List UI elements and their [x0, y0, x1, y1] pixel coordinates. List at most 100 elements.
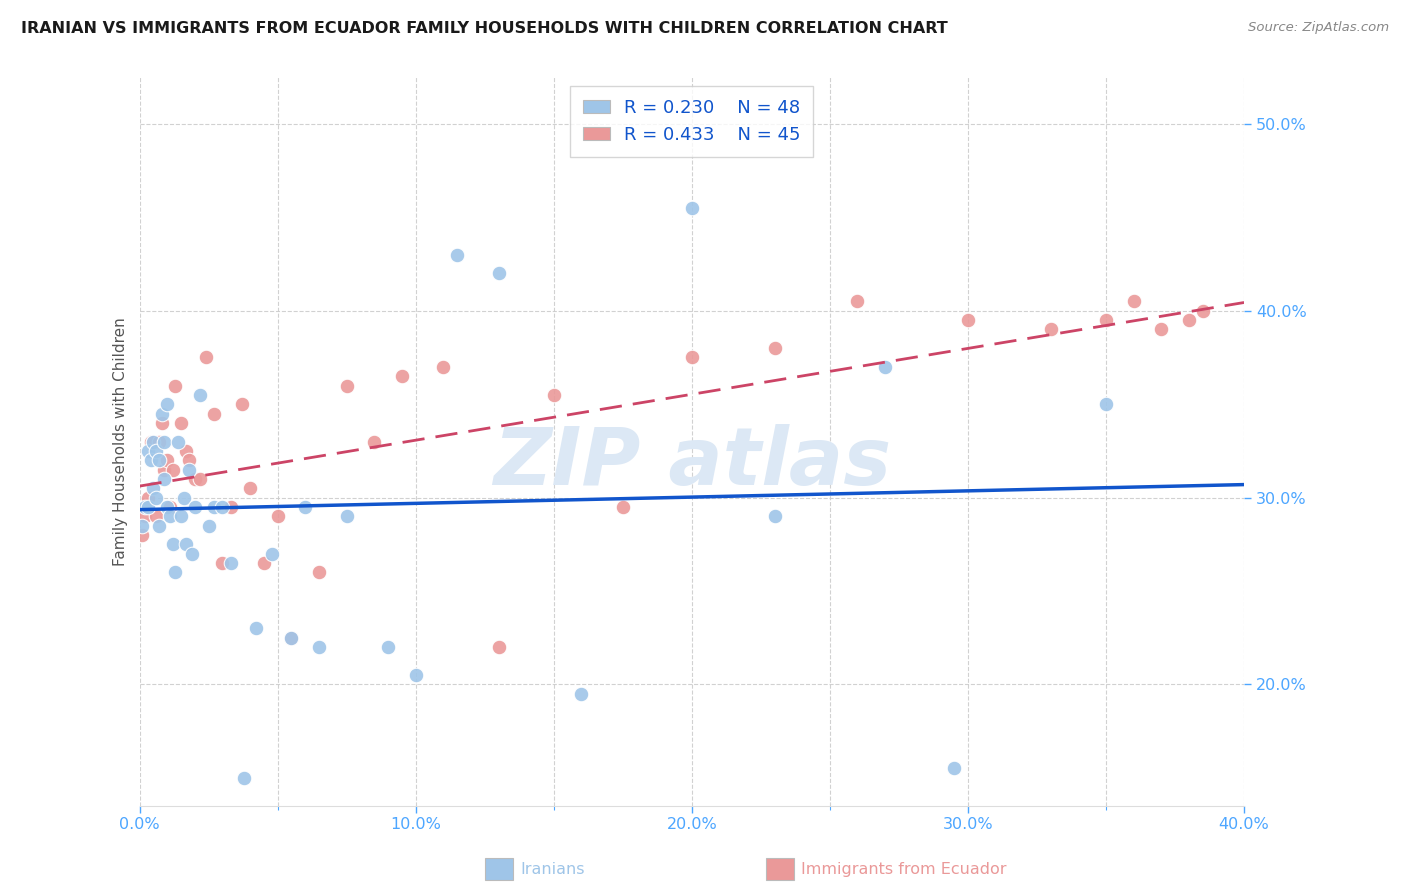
- Point: [142, 481, 165, 495]
- Point: [543, 388, 565, 402]
- Point: [219, 500, 242, 514]
- Point: [170, 509, 193, 524]
- Point: [763, 341, 786, 355]
- Point: [763, 509, 786, 524]
- Text: Iranians: Iranians: [520, 863, 585, 877]
- Point: [167, 434, 190, 449]
- Point: [148, 434, 170, 449]
- Point: [681, 201, 703, 215]
- Point: [1039, 322, 1062, 336]
- Point: [266, 509, 288, 524]
- Point: [159, 509, 181, 524]
- Text: Immigrants from Ecuador: Immigrants from Ecuador: [801, 863, 1007, 877]
- Point: [136, 443, 159, 458]
- Point: [153, 472, 176, 486]
- Point: [165, 378, 187, 392]
- Point: [1178, 313, 1201, 327]
- Point: [181, 547, 204, 561]
- Point: [405, 668, 427, 682]
- Point: [280, 631, 302, 645]
- Text: Source: ZipAtlas.com: Source: ZipAtlas.com: [1249, 21, 1389, 35]
- Point: [176, 443, 198, 458]
- Point: [179, 462, 201, 476]
- Point: [280, 631, 302, 645]
- Point: [308, 640, 330, 654]
- Point: [231, 397, 253, 411]
- Point: [134, 500, 156, 514]
- Point: [145, 509, 167, 524]
- Point: [943, 761, 966, 775]
- Point: [156, 397, 179, 411]
- Point: [569, 687, 592, 701]
- Point: [188, 472, 211, 486]
- Point: [1122, 294, 1144, 309]
- Point: [156, 500, 179, 514]
- Point: [150, 416, 173, 430]
- Point: [363, 434, 385, 449]
- Point: [1095, 397, 1118, 411]
- Point: [139, 453, 162, 467]
- Point: [253, 556, 276, 570]
- Point: [1150, 322, 1173, 336]
- Point: [131, 518, 153, 533]
- Point: [136, 491, 159, 505]
- Point: [188, 388, 211, 402]
- Point: [432, 359, 454, 374]
- Point: [165, 565, 187, 579]
- Y-axis label: Family Households with Children: Family Households with Children: [114, 318, 128, 566]
- Point: [159, 500, 181, 514]
- Legend: R = 0.230    N = 48, R = 0.433    N = 45: R = 0.230 N = 48, R = 0.433 N = 45: [571, 87, 814, 157]
- Point: [377, 640, 399, 654]
- Point: [488, 267, 510, 281]
- Point: [156, 453, 179, 467]
- Point: [308, 565, 330, 579]
- Point: [211, 556, 233, 570]
- Point: [145, 443, 167, 458]
- Point: [612, 500, 634, 514]
- Point: [148, 453, 170, 467]
- Point: [681, 351, 703, 365]
- Point: [202, 407, 225, 421]
- Point: [153, 434, 176, 449]
- Point: [176, 537, 198, 551]
- Text: ZIP atlas: ZIP atlas: [492, 425, 891, 502]
- Point: [446, 248, 468, 262]
- Point: [956, 313, 979, 327]
- Point: [131, 528, 153, 542]
- Point: [219, 556, 242, 570]
- Point: [239, 481, 262, 495]
- Text: IRANIAN VS IMMIGRANTS FROM ECUADOR FAMILY HOUSEHOLDS WITH CHILDREN CORRELATION C: IRANIAN VS IMMIGRANTS FROM ECUADOR FAMIL…: [21, 21, 948, 37]
- Point: [162, 462, 184, 476]
- Point: [148, 518, 170, 533]
- Point: [139, 434, 162, 449]
- Point: [184, 500, 207, 514]
- Point: [1095, 313, 1118, 327]
- Point: [1191, 303, 1213, 318]
- Point: [488, 640, 510, 654]
- Point: [262, 547, 284, 561]
- Point: [179, 453, 201, 467]
- Point: [142, 434, 165, 449]
- Point: [184, 472, 207, 486]
- Point: [211, 500, 233, 514]
- Point: [336, 509, 359, 524]
- Point: [294, 500, 316, 514]
- Point: [197, 518, 219, 533]
- Point: [245, 621, 267, 635]
- Point: [153, 462, 176, 476]
- Point: [150, 407, 173, 421]
- Point: [170, 416, 193, 430]
- Point: [145, 491, 167, 505]
- Point: [846, 294, 869, 309]
- Point: [233, 771, 256, 785]
- Point: [194, 351, 217, 365]
- Point: [202, 500, 225, 514]
- Point: [391, 369, 413, 384]
- Point: [136, 500, 159, 514]
- Point: [134, 509, 156, 524]
- Point: [173, 491, 195, 505]
- Point: [162, 537, 184, 551]
- Point: [875, 359, 897, 374]
- Point: [142, 434, 165, 449]
- Point: [336, 378, 359, 392]
